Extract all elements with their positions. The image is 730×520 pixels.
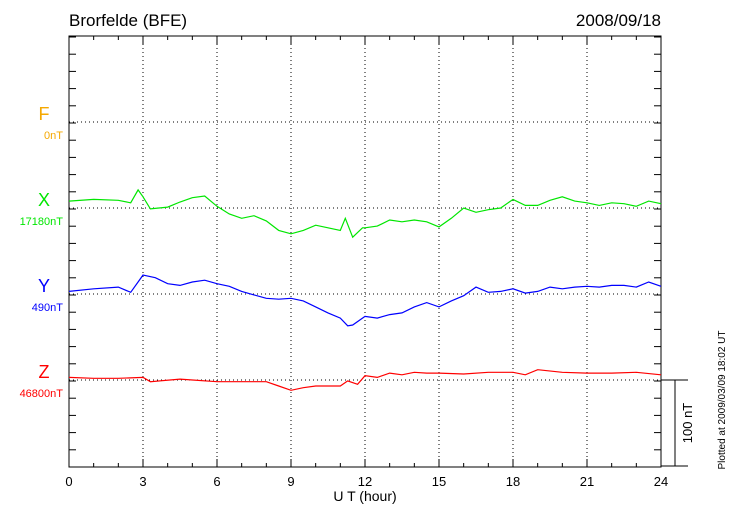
baseline-value-y: 490nT: [32, 302, 63, 314]
baseline-value-z: 46800nT: [20, 388, 64, 400]
series-line-y: [68, 274, 662, 327]
series-line-z: [68, 369, 662, 391]
series-label-z: Z: [39, 362, 50, 382]
x-tick-label: 24: [654, 474, 668, 489]
series-line-x: [68, 188, 662, 239]
x-tick-label: 18: [506, 474, 520, 489]
x-tick-label: 3: [139, 474, 146, 489]
series-label-f: F: [39, 104, 50, 124]
series-label-x: X: [38, 190, 50, 210]
x-tick-label: 21: [580, 474, 594, 489]
x-tick-label: 12: [358, 474, 372, 489]
scale-bar-label: 100 nT: [680, 403, 695, 444]
chart-title: Brorfelde (BFE): [69, 11, 187, 30]
x-tick-label: 6: [213, 474, 220, 489]
x-axis-label: U T (hour): [333, 488, 396, 504]
chart-date: 2008/09/18: [576, 11, 661, 30]
plotted-footnote: Plotted at 2009/03/09 18:02 UT: [717, 331, 728, 470]
series-label-y: Y: [38, 276, 50, 296]
x-tick-label: 15: [432, 474, 446, 489]
x-tick-label: 0: [65, 474, 72, 489]
x-tick-label: 9: [287, 474, 294, 489]
baseline-value-x: 17180nT: [20, 216, 64, 228]
baseline-value-f: 0nT: [44, 130, 63, 142]
